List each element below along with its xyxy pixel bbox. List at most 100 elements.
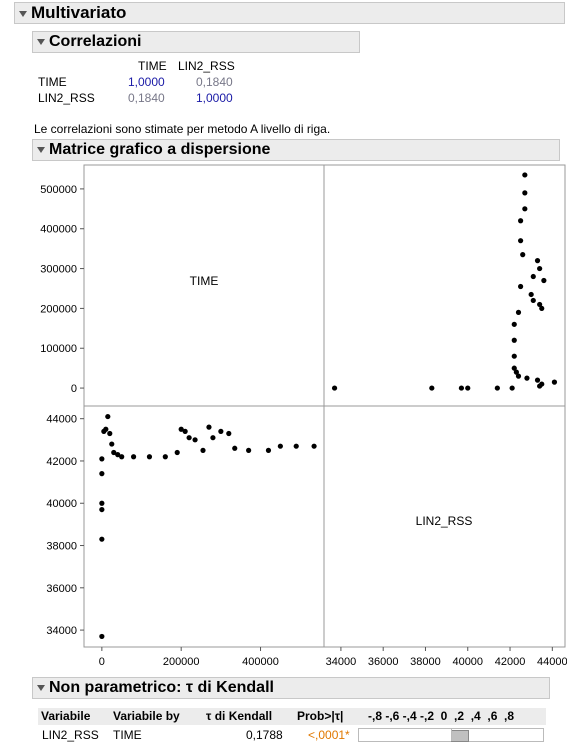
multivariate-title: Multivariato	[31, 3, 127, 22]
y-tick-label-time: 300000	[40, 264, 77, 276]
kendall-zero-line	[451, 729, 452, 741]
scatter-matrix-header[interactable]: Matrice grafico a dispersione	[32, 139, 560, 161]
corr-cell: 0,1840	[128, 91, 165, 105]
scatter-point	[99, 471, 105, 477]
corr-col-lin2: LIN2_RSS	[178, 59, 235, 73]
scatter-point	[293, 443, 299, 449]
scatter-point	[105, 413, 111, 420]
y-tick-label-time: 400000	[40, 224, 77, 236]
diag-label-time: TIME	[190, 274, 219, 288]
scatter-point	[518, 218, 524, 224]
corr-cell: 1,0000	[196, 91, 233, 105]
multivariate-header[interactable]: Multivariato	[14, 2, 565, 24]
y-tick-label-time: 0	[71, 383, 77, 395]
scatter-point	[174, 449, 180, 456]
y-tick-label-rss: 36000	[46, 583, 77, 595]
corr-cell: 1,0000	[128, 75, 165, 89]
scatter-point	[537, 265, 543, 272]
scatter-point	[186, 435, 192, 441]
kendall-cell-prob: <,0001*	[308, 728, 350, 742]
x-tick-label-time: 0	[99, 656, 105, 668]
x-tick-label-time: 200000	[163, 656, 200, 668]
disclosure-triangle-icon[interactable]	[37, 684, 45, 691]
correlations-header[interactable]: Correlazioni	[32, 31, 360, 53]
scatter-point	[530, 273, 536, 280]
scatter-point	[530, 297, 536, 304]
scatter-point	[265, 447, 272, 453]
scatter-point	[103, 426, 109, 432]
scatter-point	[539, 305, 545, 312]
scatter-point	[511, 321, 517, 327]
scatter-point	[206, 424, 212, 430]
scatter-point	[200, 447, 206, 453]
scatter-point	[534, 258, 541, 264]
corr-cell: 0,1840	[196, 75, 233, 89]
kendall-header-row	[38, 708, 546, 725]
scatter-point	[119, 454, 125, 460]
scatter-point	[515, 373, 522, 379]
scatter-point	[226, 430, 232, 437]
kendall-cell-by: TIME	[113, 728, 142, 742]
y-tick-label-rss: 44000	[46, 414, 77, 426]
scatter-point	[511, 365, 517, 371]
y-tick-label-rss: 40000	[46, 498, 77, 510]
scatter-point	[458, 385, 465, 391]
correlation-note: Le correlazioni sono stimate per metodo …	[34, 122, 331, 136]
x-tick-label-rss: 42000	[495, 656, 526, 668]
disclosure-triangle-icon[interactable]	[37, 38, 45, 45]
x-tick-label-rss: 38000	[410, 656, 441, 668]
scatter-point	[146, 454, 153, 460]
scatter-point	[522, 206, 528, 212]
scatter-point	[518, 238, 524, 244]
scatter-point	[311, 443, 317, 449]
scatter-point	[218, 428, 224, 434]
scatter-matrix-chart[interactable]: TIME LIN2_RSS 01000002000003000004000005…	[0, 0, 567, 680]
scatter-point	[109, 441, 115, 447]
y-tick-label-time: 500000	[40, 184, 77, 196]
scatter-point	[511, 353, 517, 359]
scatter-point	[246, 447, 252, 453]
scatter-point	[99, 633, 105, 640]
scatter-point	[99, 456, 105, 462]
scatter-point	[528, 291, 534, 298]
kendall-col-by: Variabile by	[113, 709, 180, 723]
corr-row-lin2-label: LIN2_RSS	[38, 91, 95, 105]
kendall-bar-track	[358, 728, 544, 742]
scatter-point	[232, 445, 238, 451]
scatter-point	[511, 337, 517, 343]
x-tick-label-time: 400000	[242, 656, 279, 668]
scatter-point	[551, 379, 558, 385]
scatter-point	[182, 428, 188, 434]
scatter-point	[534, 377, 541, 383]
scatter-point	[210, 435, 216, 441]
kendall-cell-variable: LIN2_RSS	[42, 728, 99, 742]
kendall-col-variable: Variabile	[41, 709, 91, 723]
x-tick-label-rss: 44000	[537, 656, 567, 668]
scatter-point	[465, 385, 471, 391]
corr-col-time: TIME	[138, 59, 167, 73]
scatter-point	[115, 452, 121, 458]
scatter-point	[277, 443, 283, 449]
scatter-point	[515, 309, 522, 315]
scatter-point	[429, 385, 435, 391]
scatter-point	[513, 369, 519, 375]
scatter-point	[162, 454, 168, 460]
corr-row-time-label: TIME	[38, 75, 67, 89]
kendall-col-tau: τ di Kendall	[206, 709, 273, 723]
scatter-point	[494, 385, 500, 391]
kendall-tau-bar	[451, 730, 470, 742]
kendall-cell-tau: 0,1788	[246, 728, 283, 742]
scatter-point	[331, 385, 338, 391]
kendall-header[interactable]: Non parametrico: τ di Kendall	[32, 677, 550, 699]
scatter-point	[524, 375, 530, 381]
y-tick-label-rss: 34000	[46, 625, 77, 637]
scatter-point	[107, 430, 113, 437]
scatter-point	[541, 277, 547, 284]
scatter-matrix-title: Matrice grafico a dispersione	[49, 141, 271, 158]
diag-label-rss: LIN2_RSS	[416, 514, 473, 528]
disclosure-triangle-icon[interactable]	[37, 146, 45, 153]
x-tick-label-rss: 40000	[452, 656, 483, 668]
scatter-point	[509, 385, 515, 391]
disclosure-triangle-icon[interactable]	[19, 10, 27, 17]
scatter-point	[537, 301, 543, 308]
